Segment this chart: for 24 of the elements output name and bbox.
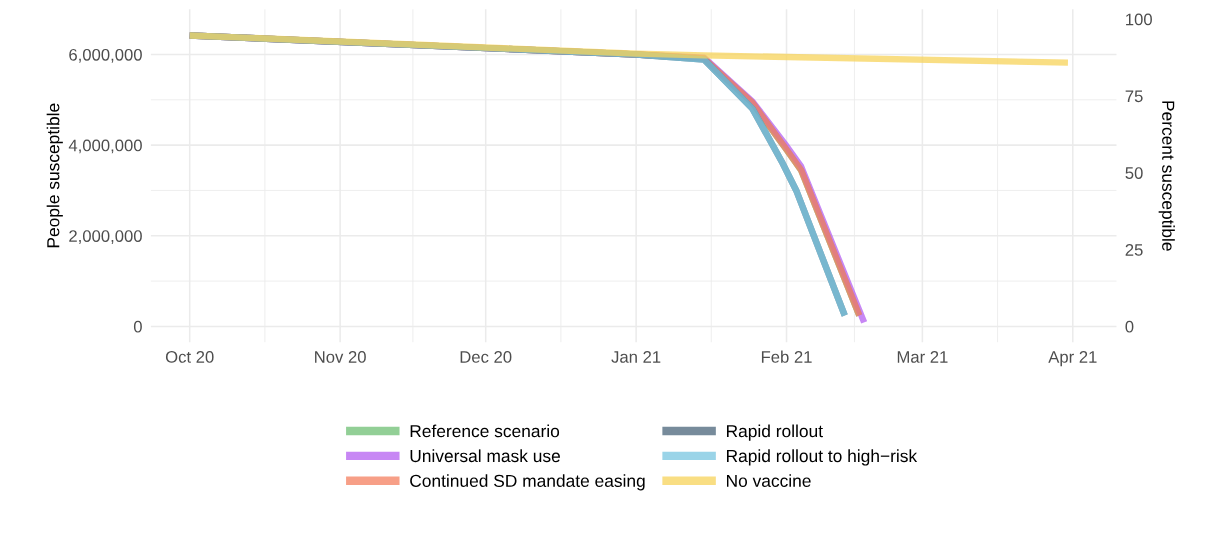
legend-label: Reference scenario <box>410 424 560 438</box>
y-axis-title: People susceptible <box>46 103 63 248</box>
legend-label: Rapid rollout <box>726 424 823 441</box>
x-tick-label: Oct 20 <box>165 351 214 363</box>
legend-label: No vaccine <box>726 474 811 487</box>
y2-tick-label: 25 <box>1125 243 1143 256</box>
x-tick-label: Nov 20 <box>315 351 366 363</box>
x-tick-label: Apr 21 <box>1048 351 1097 367</box>
x-tick-label: Feb 21 <box>761 350 812 363</box>
legend-label: Universal mask use <box>410 449 560 463</box>
y-tick-label: 0 <box>133 320 142 333</box>
legend-label: Continued SD mandate easing <box>410 474 645 491</box>
legend-label: Rapid rollout to high−risk <box>726 449 918 466</box>
y2-tick-label: 50 <box>1125 167 1143 179</box>
y2-tick-label: 0 <box>1125 320 1134 333</box>
x-tick-label: Mar 21 <box>897 351 948 363</box>
y2-tick-label: 75 <box>1125 90 1143 103</box>
y2-axis-title: Percent susceptible <box>1158 101 1175 251</box>
x-tick-label: Dec 20 <box>460 351 512 363</box>
x-tick-label: Jan 21 <box>611 351 661 363</box>
y-tick-label: 2,000,000 <box>69 230 142 244</box>
y-tick-label: 6,000,000 <box>69 48 142 63</box>
y-tick-label: 4,000,000 <box>68 139 142 154</box>
y2-tick-label: 100 <box>1126 13 1152 26</box>
